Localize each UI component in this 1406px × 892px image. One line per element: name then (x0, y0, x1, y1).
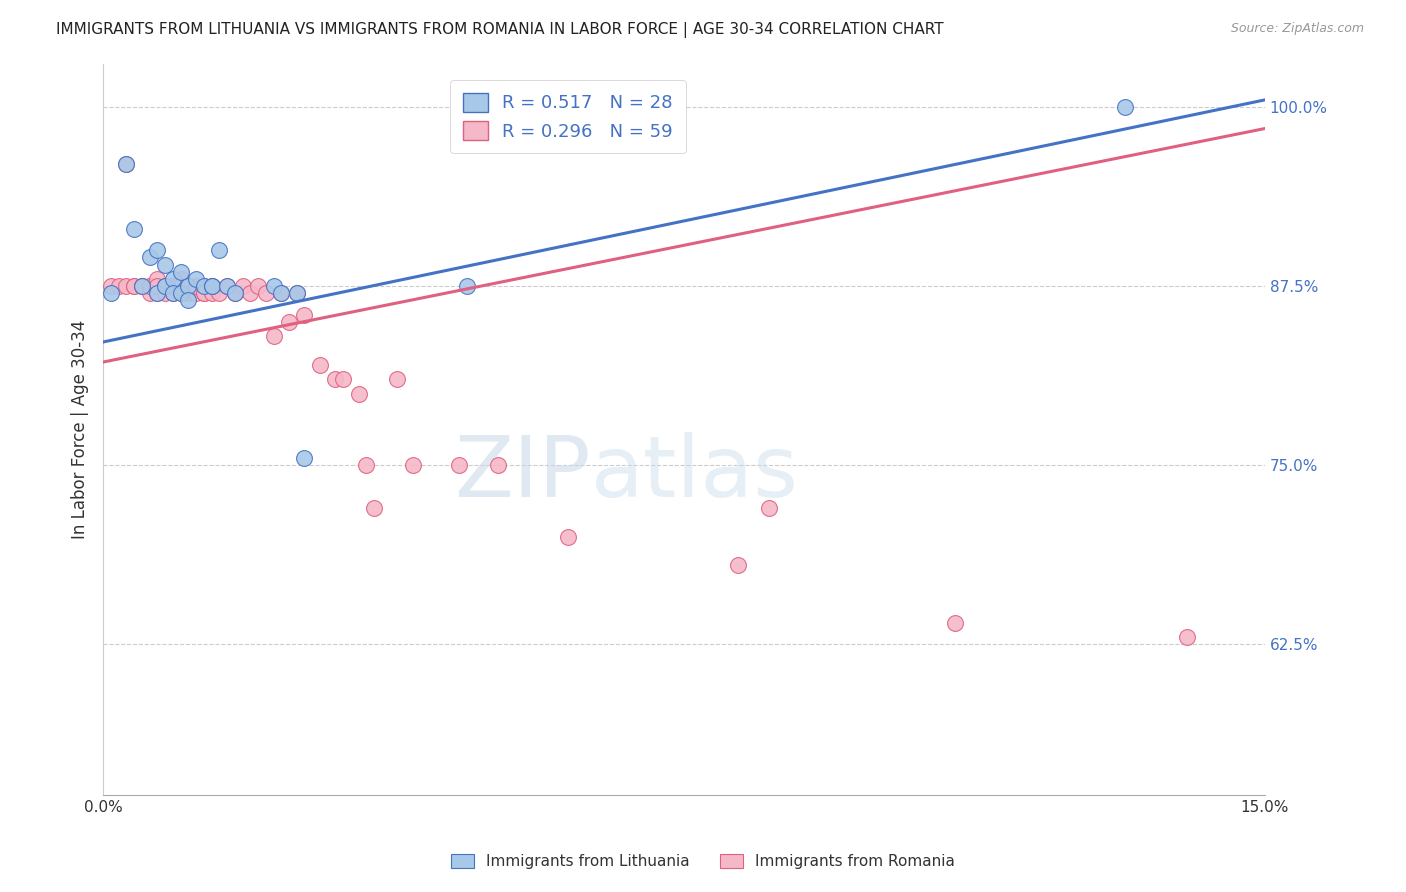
Point (208, 286, 231, 301)
Point (153, 279, 176, 293)
Point (153, 258, 176, 272)
Point (200, 279, 222, 293)
Text: ZIP: ZIP (454, 432, 591, 515)
Point (215, 279, 238, 293)
Point (232, 279, 254, 293)
Point (153, 279, 176, 293)
Point (100, 286, 122, 301)
Point (184, 272, 207, 286)
Point (486, 458, 509, 473)
Point (193, 286, 215, 301)
Point (177, 279, 200, 293)
Point (356, 458, 378, 473)
Point (131, 279, 153, 293)
Point (270, 286, 292, 301)
Point (169, 265, 191, 279)
Point (200, 286, 222, 301)
Legend: R = 0.517   N = 28, R = 0.296   N = 59: R = 0.517 N = 28, R = 0.296 N = 59 (450, 80, 686, 153)
Point (162, 286, 184, 301)
Point (153, 286, 176, 301)
Point (138, 286, 160, 301)
Point (200, 279, 222, 293)
Point (115, 157, 138, 171)
Point (347, 386, 370, 401)
Text: Source: ZipAtlas.com: Source: ZipAtlas.com (1230, 22, 1364, 36)
Point (122, 279, 145, 293)
Point (169, 286, 191, 301)
Point (363, 501, 385, 516)
Point (162, 286, 184, 301)
Point (193, 279, 215, 293)
Point (449, 458, 471, 473)
Point (169, 279, 191, 293)
Point (215, 279, 238, 293)
Point (146, 244, 169, 258)
Point (138, 251, 160, 265)
Point (263, 329, 285, 343)
Point (107, 279, 129, 293)
Point (193, 279, 215, 293)
Point (177, 293, 200, 308)
Point (169, 286, 191, 301)
Point (122, 222, 145, 236)
Point (263, 279, 285, 293)
Text: atlas: atlas (591, 432, 799, 515)
Point (224, 286, 246, 301)
Point (294, 308, 316, 322)
Point (177, 286, 200, 301)
Point (138, 279, 160, 293)
Point (184, 279, 207, 293)
Point (115, 157, 138, 171)
Point (224, 286, 246, 301)
Point (193, 286, 215, 301)
Point (387, 372, 409, 386)
Point (131, 279, 153, 293)
Point (1114, 100, 1136, 114)
Point (162, 279, 184, 293)
Point (1177, 630, 1199, 644)
Point (278, 315, 301, 329)
Point (146, 286, 169, 301)
Point (184, 286, 207, 301)
Legend: Immigrants from Lithuania, Immigrants from Romania: Immigrants from Lithuania, Immigrants fr… (444, 848, 962, 875)
Point (122, 279, 145, 293)
Point (169, 272, 191, 286)
Point (285, 286, 308, 301)
Text: IMMIGRANTS FROM LITHUANIA VS IMMIGRANTS FROM ROMANIA IN LABOR FORCE | AGE 30-34 : IMMIGRANTS FROM LITHUANIA VS IMMIGRANTS … (56, 22, 943, 38)
Point (146, 286, 169, 301)
Point (727, 558, 749, 573)
Point (254, 286, 277, 301)
Point (208, 244, 231, 258)
Point (758, 501, 780, 516)
Point (325, 372, 347, 386)
Point (557, 530, 579, 544)
Point (177, 279, 200, 293)
Point (146, 272, 169, 286)
Point (270, 286, 292, 301)
Point (162, 272, 184, 286)
Point (131, 279, 153, 293)
Point (332, 372, 354, 386)
Point (943, 615, 966, 630)
Point (285, 286, 308, 301)
Point (138, 279, 160, 293)
Point (153, 279, 176, 293)
Y-axis label: In Labor Force | Age 30-34: In Labor Force | Age 30-34 (72, 319, 89, 539)
Point (247, 279, 270, 293)
Point (402, 458, 425, 473)
Point (239, 286, 262, 301)
Point (456, 279, 478, 293)
Point (309, 358, 332, 372)
Point (146, 279, 169, 293)
Point (294, 450, 316, 465)
Point (100, 279, 122, 293)
Point (162, 279, 184, 293)
Point (115, 279, 138, 293)
Point (200, 279, 222, 293)
